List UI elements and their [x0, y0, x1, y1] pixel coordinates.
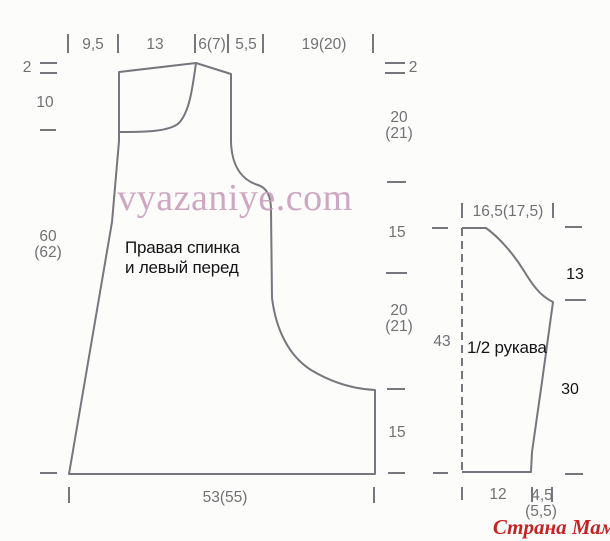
body-right-neckband-measure: 2 [408, 59, 418, 76]
body-top-measure-3: 6(7) [198, 36, 226, 53]
body-top-measure-1: 9,5 [82, 36, 104, 53]
body-piece-label: Правая спинка и левый перед [125, 238, 240, 277]
body-right-armhole-measure: 20 (21) [385, 109, 413, 142]
neckline-curve-path [118, 62, 197, 133]
sleeve-cuff-offset-measure: 4,5 [531, 487, 553, 504]
watermark-text: vyazaniye.com [117, 177, 353, 219]
sleeve-outline-path [462, 227, 554, 473]
body-left-neckband-measure: 2 [22, 59, 32, 76]
sleeve-underarm-length-measure: 30 [561, 381, 579, 398]
body-top-measure-2: 13 [146, 36, 164, 53]
sleeve-top-width-measure: 16,5(17,5) [472, 203, 544, 220]
body-right-flare-measure: 20 (21) [385, 302, 413, 335]
sleeve-cuff-offset-alt-measure: (5,5) [525, 503, 557, 520]
sleeve-center-length-measure: 43 [433, 333, 451, 350]
sleeve-piece-label: 1/2 рукава [467, 338, 547, 357]
sleeve-cap-height-measure: 13 [566, 266, 584, 283]
body-top-measure-5: 19(20) [301, 36, 347, 53]
brand-text: Страна Мам [492, 515, 610, 539]
body-left-length-measure: 60 (62) [34, 228, 62, 261]
body-left-neck-depth-measure: 10 [36, 94, 54, 111]
body-outline-path [68, 62, 376, 475]
body-right-side-lower-measure: 15 [388, 424, 406, 441]
ruler-marks [40, 34, 586, 503]
body-top-measure-4: 5,5 [235, 36, 257, 53]
body-bottom-width-measure: 53(55) [202, 489, 248, 506]
sleeve-cuff-width-measure: 12 [489, 486, 507, 503]
body-right-side-upper-measure: 15 [388, 224, 406, 241]
